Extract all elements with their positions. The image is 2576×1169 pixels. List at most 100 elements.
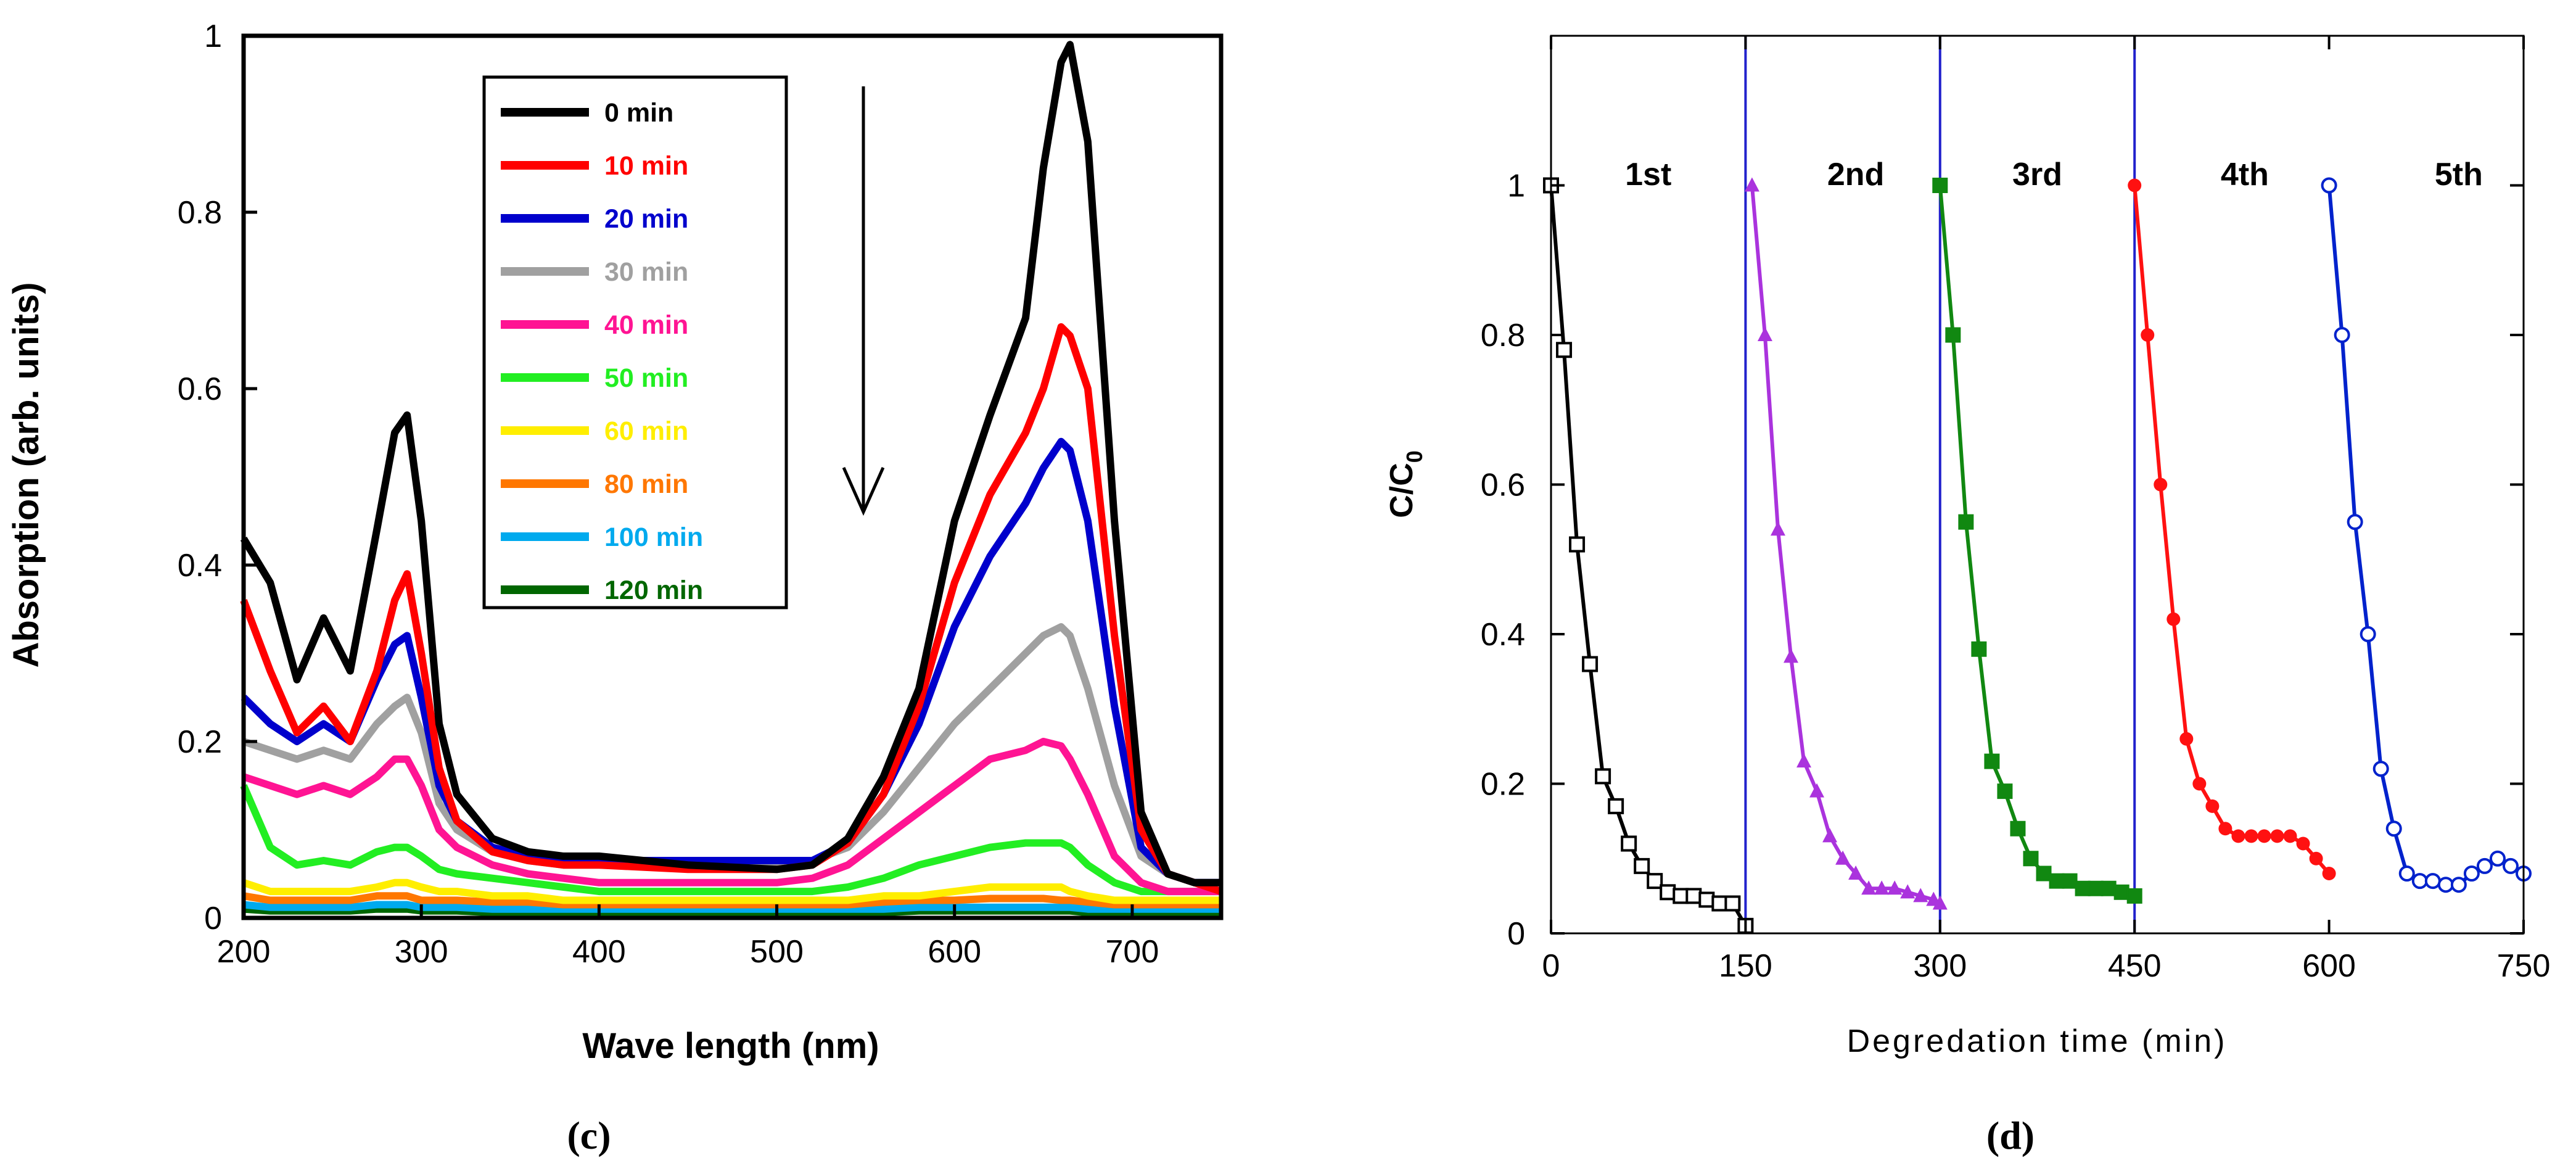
panel-d-point-3 (2126, 888, 2142, 904)
panel-d-point-2 (1887, 880, 1903, 895)
panel-d-point-4 (2283, 829, 2297, 843)
panel-d-point-5 (2360, 626, 2376, 642)
panel-d-cycle-label-1: 1st (1625, 157, 1671, 192)
panel-d-point-3 (2049, 873, 2065, 889)
panel-c-legend-label-5: 50 min (604, 363, 688, 393)
panel-c-series-line-0 (240, 41, 1221, 886)
panel-d-point-4 (2205, 799, 2220, 813)
panel-c-legend-label-2: 20 min (604, 204, 688, 234)
panel-d-point-5 (2476, 857, 2493, 874)
panel-d-point-4 (2192, 777, 2207, 791)
panel-c-y-ticks: 0 0.2 0.4 0.6 0.8 1 (178, 19, 257, 936)
panel-c-series-line-5 (240, 784, 1221, 896)
panel-d-point-4 (2167, 612, 2181, 626)
panel-d-point-1 (1685, 888, 1702, 904)
panel-d-cycle-labels: 1st 2nd 3rd 4th 5th (1625, 157, 2483, 192)
panel-d-point-1 (1608, 798, 1624, 814)
panel-c-legend-label-0: 0 min (604, 98, 673, 128)
panel-c-legend-label-9: 120 min (604, 576, 703, 605)
panel-d-series-group (1543, 177, 2532, 934)
panel-d-y-axis-label: C/C0 (1384, 450, 1427, 518)
panel-d-x-tick-label: 300 (1913, 948, 1967, 984)
panel-d-y-tick-label: 0.8 (1481, 318, 1525, 353)
panel-d-point-3 (1984, 753, 2000, 769)
panel-d-x-tick-label: 450 (2108, 948, 2162, 984)
panel-d-point-3 (2101, 880, 2117, 896)
panel-d-point-2 (1757, 327, 1772, 341)
panel-c-series-line-3 (242, 623, 1221, 886)
panel-d-point-3 (1997, 783, 2013, 799)
panel-d-point-2 (1932, 895, 1948, 910)
panel-c-y-tick-label: 1 (204, 19, 222, 54)
panel-c-legend-label-7: 80 min (604, 469, 688, 499)
panel-d-point-4 (2179, 732, 2194, 746)
panel-d-point-2 (1809, 783, 1825, 798)
panel-d-point-2 (1900, 884, 1916, 899)
panel-c-x-tick-label: 200 (217, 934, 271, 970)
panel-d-point-3 (2075, 880, 2091, 896)
panel-c-y-tick-label: 0.2 (178, 724, 222, 760)
panel-d-point-5 (2463, 865, 2480, 882)
panel-d-x-tick-label: 750 (2497, 948, 2551, 984)
panel-c-legend-label-3: 30 min (604, 257, 688, 287)
panel-d-y-tick-label: 0.4 (1481, 617, 1525, 653)
panel-c-x-tick-label: 700 (1106, 934, 1159, 970)
panel-d-point-5 (2385, 820, 2402, 837)
panel-d-point-2 (1861, 880, 1877, 895)
panel-d-point-5 (2334, 327, 2350, 343)
panel-d-point-1 (1582, 656, 1599, 672)
panel-c-series-line-4 (242, 738, 1221, 896)
panel-d-series-line-2 (1750, 185, 1941, 906)
panel-d-cycle-label-3: 3rd (2012, 157, 2062, 192)
panel-c-x-tick-label: 400 (572, 934, 626, 970)
panel-d-x-axis-label: Degredation time (min) (1847, 1023, 2228, 1059)
panel-c-series-group (240, 41, 1222, 917)
panel-d-cycle-label-5: 5th (2435, 157, 2483, 192)
panel-d-series-3 (1932, 178, 2142, 904)
panel-d-point-5 (2411, 873, 2428, 890)
panel-d-point-3 (2023, 851, 2039, 867)
panel-c-y-tick-label: 0.8 (178, 195, 222, 231)
panel-d-point-4 (2244, 829, 2258, 843)
panel-d-point-2 (1848, 865, 1864, 880)
panel-c-y-tick-label: 0.4 (178, 548, 222, 584)
panel-d-point-3 (2113, 884, 2130, 900)
panel-d-point-2 (1913, 888, 1928, 903)
panel-c-legend-items: 0 min 10 min 20 min 30 min 40 min 50 min 60 mi… (501, 98, 703, 605)
panel-d-point-3 (1932, 178, 1948, 193)
panel-d-y-ticks: 0 0.2 0.4 0.6 0.8 1 (1481, 168, 2524, 952)
panel-d-point-4 (2141, 328, 2155, 342)
panel-d-point-4 (2128, 178, 2142, 192)
panel-d-series-1 (1543, 177, 1754, 934)
panel-d-point-1 (1595, 768, 1611, 785)
panel-d-degradation-chart: 0 150 300 450 600 750 0 0.2 0.4 0.6 0.8 1 1st 2nd 3r… (1384, 35, 2551, 1157)
panel-d-point-1 (1634, 857, 1650, 874)
panel-d-x-tick-label: 600 (2302, 948, 2356, 984)
panel-d-point-4 (2296, 836, 2310, 851)
panel-d-x-tick-label: 0 (1542, 948, 1560, 984)
panel-d-point-4 (2309, 851, 2323, 865)
panel-d-x-tick-label: 150 (1719, 948, 1772, 984)
panel-d-point-5 (2424, 873, 2441, 890)
panel-d-label: (d) (1986, 1113, 2035, 1157)
panel-d-point-1 (1556, 342, 1573, 358)
panel-d-point-1 (1621, 835, 1637, 852)
panel-d-point-2 (1744, 177, 1759, 192)
panel-d-series-5 (2321, 177, 2532, 893)
panel-c-x-ticks: 200 300 400 500 600 700 (217, 904, 1159, 970)
panel-d-point-3 (2062, 873, 2078, 889)
panel-c-plot-frame (241, 33, 1224, 920)
panel-d-point-5 (2437, 877, 2454, 893)
panel-d-point-1 (1660, 884, 1676, 901)
panel-d-point-2 (1874, 880, 1890, 895)
panel-d-point-5 (2489, 850, 2506, 867)
panel-c-series-line-6 (242, 878, 1221, 904)
panel-d-series-line-5 (2327, 185, 2525, 887)
panel-d-point-4 (2154, 477, 2168, 492)
panel-c-y-tick-label: 0 (204, 901, 222, 936)
panel-d-cycle-dividers (1744, 36, 2136, 933)
panel-c-series-line-2 (241, 437, 1221, 886)
panel-c-x-axis-label: Wave length (nm) (582, 1026, 879, 1066)
panel-c-y-tick-label: 0.6 (178, 371, 222, 407)
panel-d-series-line-3 (1938, 185, 2136, 898)
